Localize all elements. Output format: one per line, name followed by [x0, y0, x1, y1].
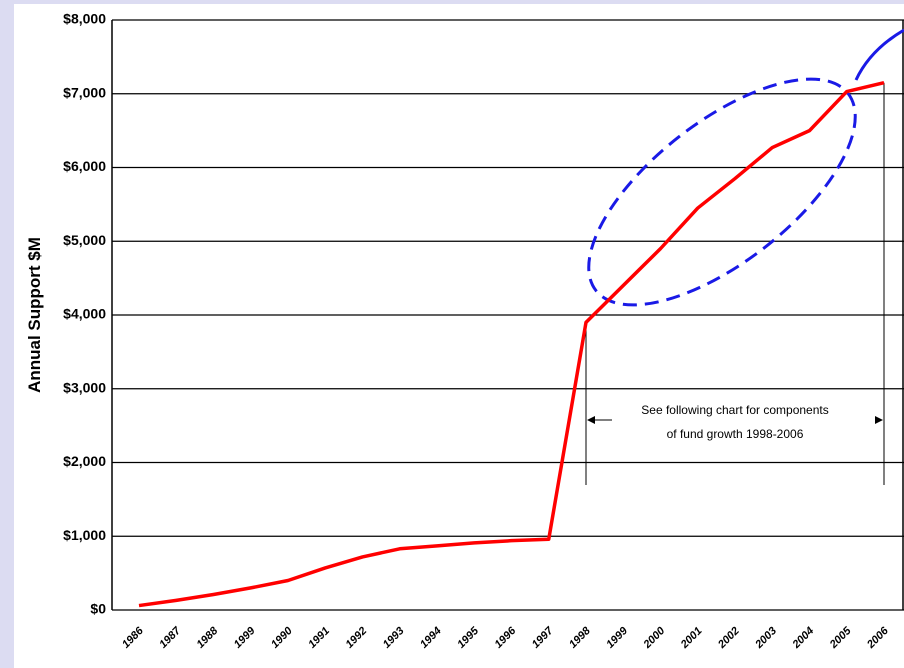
y-tick-label: $7,000	[63, 84, 106, 100]
y-tick-label: $0	[90, 601, 106, 617]
y-tick-label: $8,000	[63, 11, 106, 27]
chart-background	[14, 4, 904, 668]
highlight-ellipse	[587, 77, 857, 307]
y-tick-label: $5,000	[63, 232, 106, 248]
y-tick-label: $6,000	[63, 158, 106, 174]
y-tick-label: $4,000	[63, 306, 106, 322]
y-tick-label: $1,000	[63, 527, 106, 543]
y-tick-label: $3,000	[63, 379, 106, 395]
annotation-line-1: See following chart for components	[641, 403, 828, 417]
annotation: See following chart for components of fu…	[585, 82, 885, 485]
y-tick-label: $2,000	[63, 453, 106, 469]
highlight-arc	[854, 28, 904, 81]
y-axis-title: Annual Support $M	[25, 237, 44, 393]
data-line	[138, 80, 885, 608]
grid	[111, 19, 904, 611]
annotation-line-2: of fund growth 1998-2006	[667, 427, 804, 441]
